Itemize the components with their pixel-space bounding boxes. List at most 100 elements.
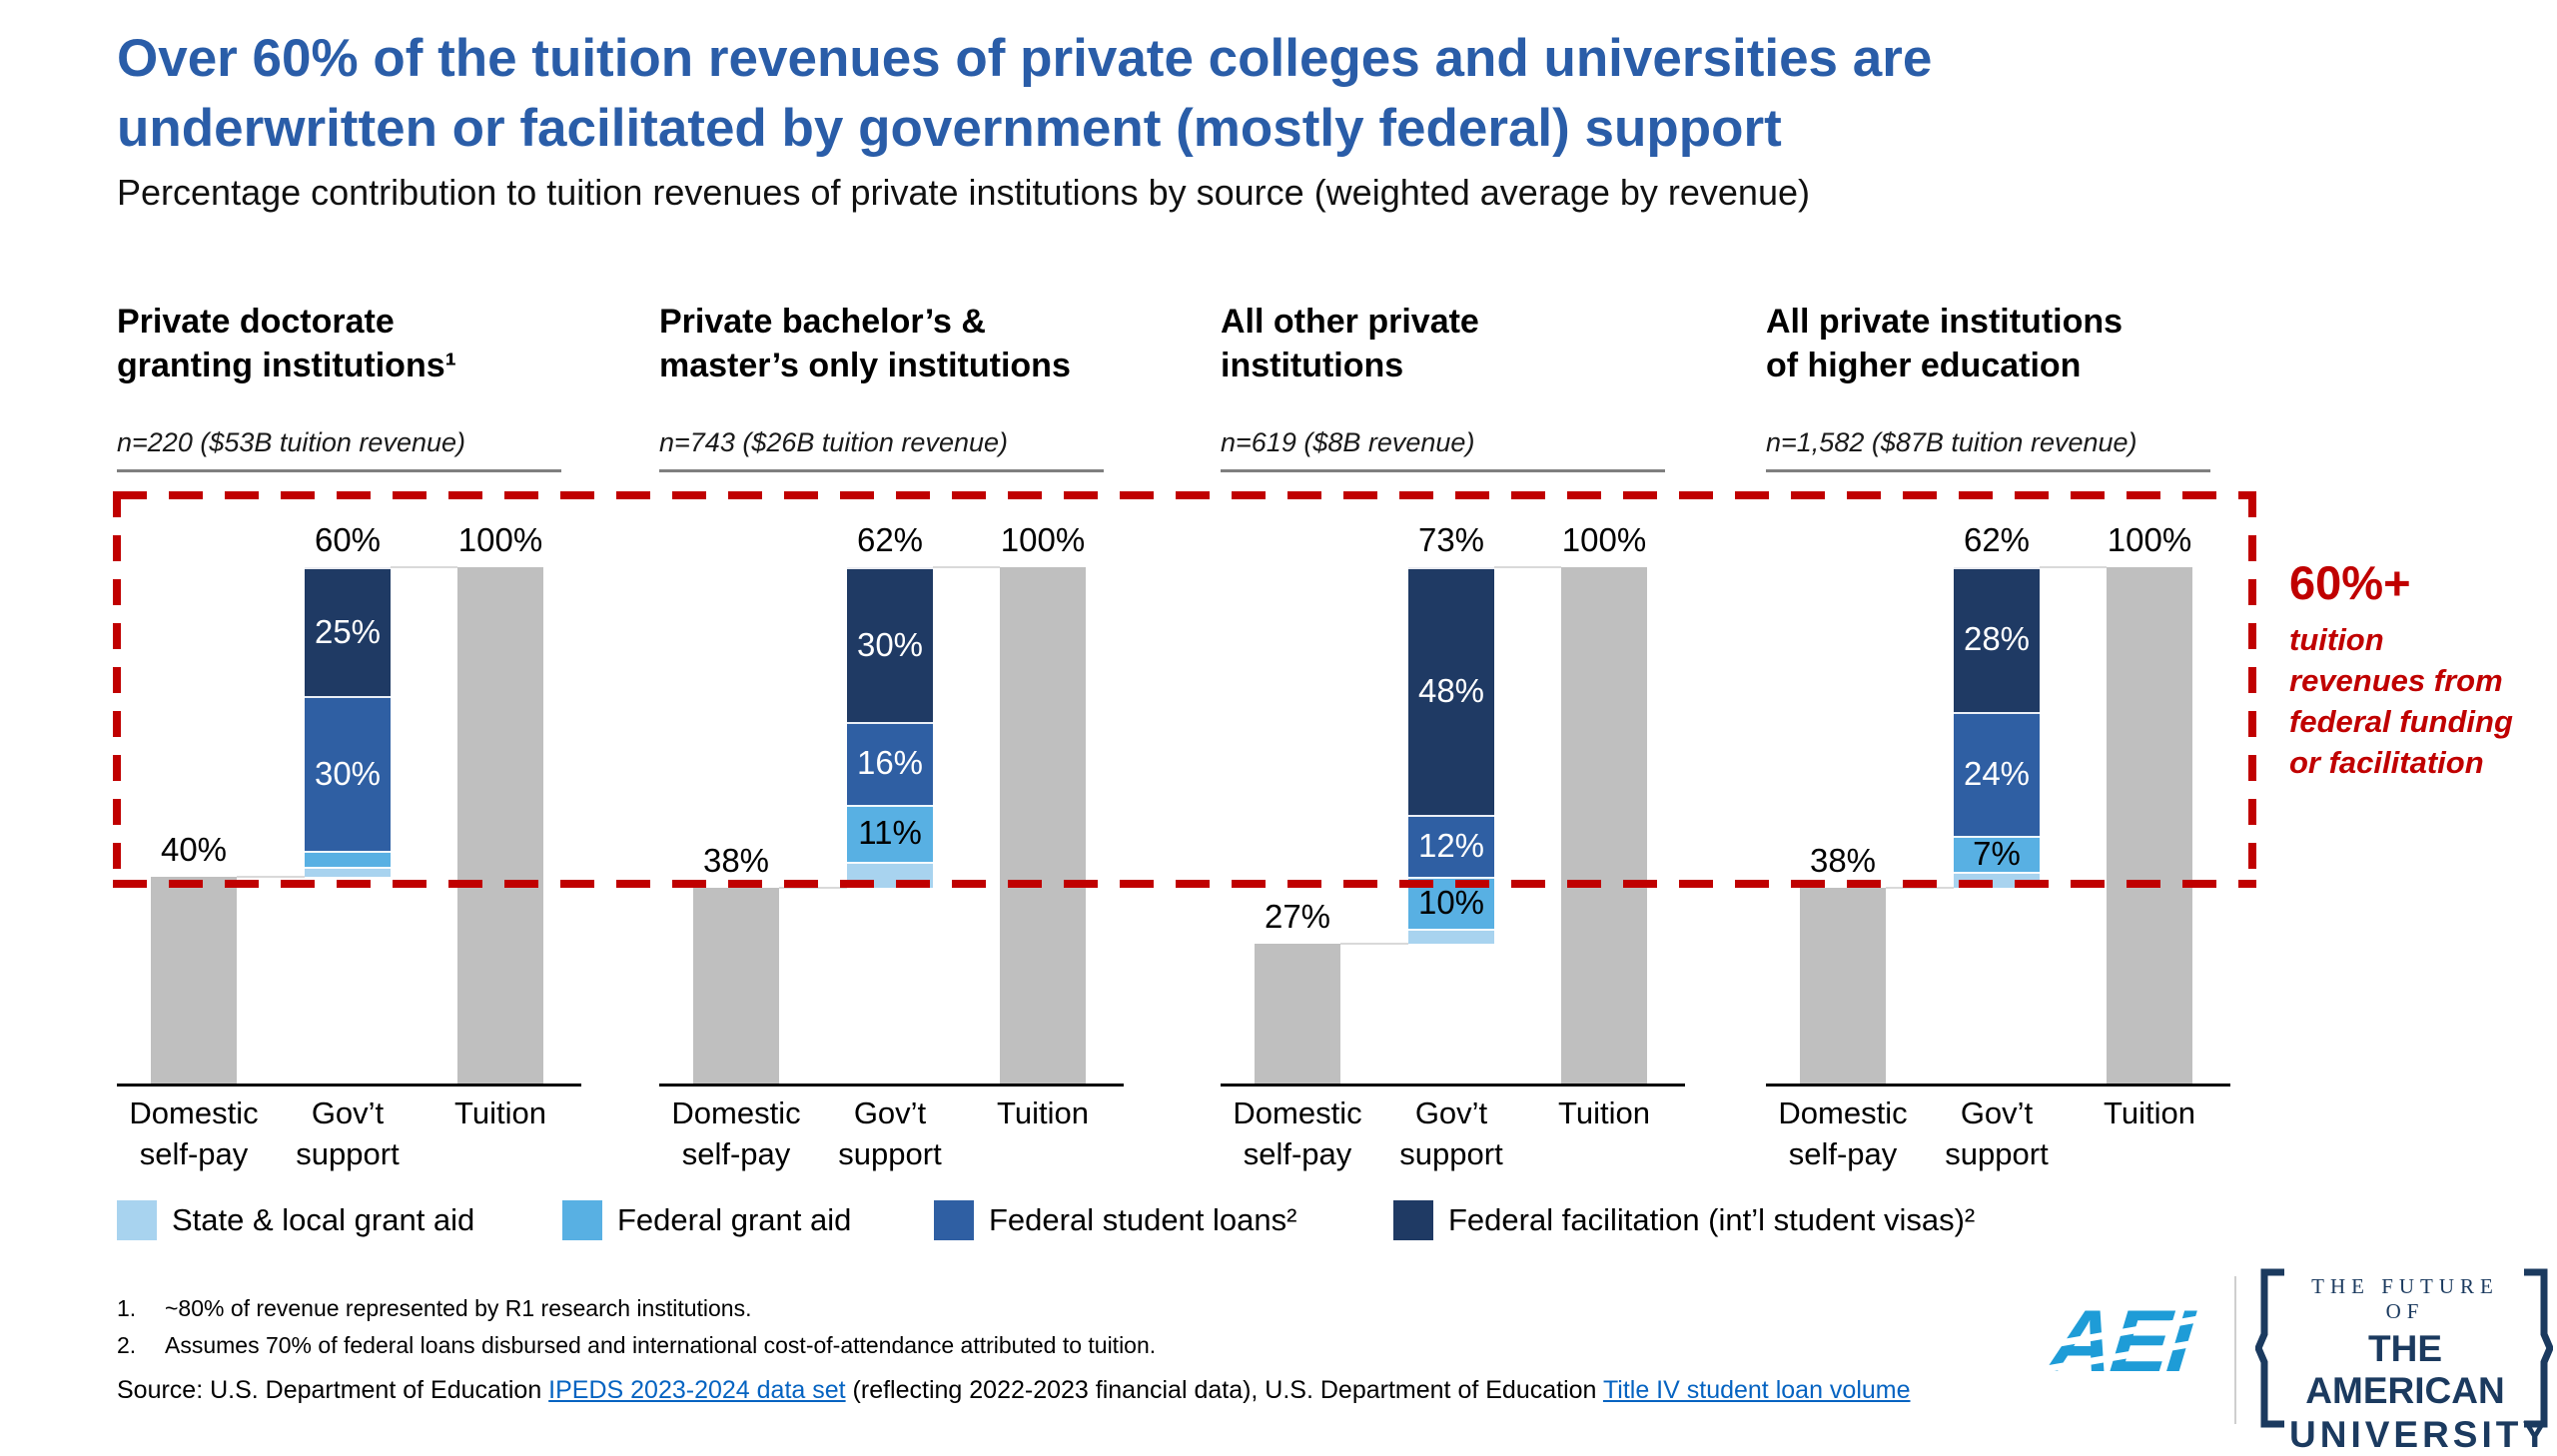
connector-line: [237, 876, 305, 879]
x-axis-label: Domestic self-pay: [1778, 1095, 1908, 1171]
bar-govt-support-stack: 10% 12% 48%: [1408, 567, 1494, 945]
segment-federal-grant-aid: [305, 851, 391, 867]
legend-label: Federal student loans²: [989, 1202, 1297, 1237]
legend-item: Federal grant aid: [562, 1196, 851, 1244]
future-logo-text: THE FUTURE OF THE AMERICAN UNIVERSITY: [2289, 1274, 2552, 1456]
bar-tuition: [2107, 567, 2192, 1084]
panel-n-label: n=1,582 ($87B tuition revenue): [1766, 427, 2137, 457]
segment-federal-grant-aid: 11%: [847, 804, 933, 862]
footnote-number: 2.: [117, 1332, 137, 1359]
legend-item: State & local grant aid: [117, 1196, 474, 1244]
x-axis-label: Domestic self-pay: [1233, 1095, 1362, 1171]
segment-federal-student-loans: 24%: [1954, 711, 2040, 836]
panel-n-label: n=220 ($53B tuition revenue): [117, 427, 465, 457]
tuition-value-label: 100%: [457, 521, 543, 558]
source-link[interactable]: Title IV student loan volume: [1602, 1376, 1911, 1404]
x-axis-label: Gov’t support: [1945, 1095, 2049, 1171]
x-axis-label: Domestic self-pay: [129, 1095, 259, 1171]
x-axis-label: Tuition: [454, 1095, 546, 1130]
panel-n-label: n=619 ($8B revenue): [1221, 427, 1475, 457]
segment-federal-facilitation-int-l-student-visas-: 30%: [847, 567, 933, 723]
panel-title: Private bachelor’s & master’s only insti…: [659, 303, 1071, 385]
footnote-row: 1. ~80% of revenue represented by R1 rese…: [117, 1290, 1915, 1327]
aei-logo: AEI: [2038, 1290, 2215, 1400]
chart-panel: All private institutions of higher educa…: [1766, 290, 2230, 1188]
x-axis-line: [1766, 1084, 2230, 1087]
chart-legend: State & local grant aid Federal grant aid…: [0, 1196, 2557, 1244]
bar-domestic-self-pay: [693, 887, 779, 1084]
connector-line: [2040, 566, 2107, 568]
right-bracket-icon: [2524, 1268, 2553, 1428]
footnote-text: ~80% of revenue represented by R1 resear…: [165, 1295, 752, 1321]
x-axis-label: Tuition: [997, 1095, 1089, 1130]
tuition-value-label: 100%: [2107, 521, 2192, 558]
segment-federal-facilitation-int-l-student-visas-: 28%: [1954, 567, 2040, 712]
govt-total-label: 73%: [1417, 521, 1485, 558]
highlight-box-left-edge: [113, 491, 121, 888]
legend-swatch-icon: [562, 1200, 602, 1240]
bar-tuition: [1561, 567, 1647, 1084]
segment-federal-facilitation-int-l-student-visas-: 48%: [1408, 567, 1494, 816]
x-axis-line: [1221, 1084, 1685, 1087]
x-axis-line: [659, 1084, 1124, 1087]
footnote-text: Assumes 70% of federal loans disbursed a…: [165, 1332, 1157, 1359]
bar-domestic-self-pay: [151, 877, 237, 1084]
govt-total-label: 60%: [314, 521, 382, 558]
panel-n-label: n=743 ($26B tuition revenue): [659, 427, 1008, 457]
connector-line: [391, 566, 457, 568]
future-logo-line3: UNIVERSITY: [2289, 1414, 2552, 1455]
page-subtitle: Percentage contribution to tuition reven…: [117, 172, 1810, 213]
connector-line: [1340, 943, 1408, 946]
logo-divider: [2234, 1276, 2236, 1424]
highlight-box-right-edge: [2248, 491, 2256, 888]
chart-panel: Private bachelor’s & master’s only insti…: [659, 290, 1124, 1188]
legend-item: Federal student loans²: [934, 1196, 1296, 1244]
x-axis-label: Gov’t support: [1399, 1095, 1503, 1171]
legend-item: Federal facilitation (int’l student visa…: [1393, 1196, 1975, 1244]
domestic-value-label: 38%: [702, 841, 770, 879]
tuition-value-label: 100%: [1000, 521, 1086, 558]
x-axis-label: Tuition: [2104, 1095, 2195, 1130]
connector-line: [1494, 566, 1561, 568]
domestic-value-label: 40%: [160, 831, 228, 869]
panel-header-underline: [117, 469, 561, 472]
legend-swatch-icon: [1393, 1200, 1433, 1240]
future-logo-line2: THE AMERICAN: [2305, 1328, 2505, 1411]
panel-header-underline: [659, 469, 1104, 472]
x-axis-line: [117, 1084, 581, 1087]
connector-line: [933, 566, 1000, 568]
annotation-body: tuition revenues from federal funding or…: [2289, 622, 2513, 780]
bar-govt-support-stack: 30% 25%: [305, 567, 391, 878]
source-link[interactable]: IPEDS 2023-2024 data set: [548, 1376, 846, 1404]
highlight-annotation: 60%+ tuition revenues from federal fundi…: [2289, 555, 2539, 784]
segment-state-local-grant-aid: [1408, 928, 1494, 945]
source-text: (reflecting 2022-2023 financial data), U…: [845, 1376, 1603, 1404]
segment-federal-student-loans: 12%: [1408, 815, 1494, 878]
x-axis-label: Domestic self-pay: [671, 1095, 801, 1171]
legend-label: Federal facilitation (int’l student visa…: [1448, 1202, 1976, 1237]
legend-swatch-icon: [934, 1200, 974, 1240]
footnote-row: 2. Assumes 70% of federal loans disbursed…: [117, 1327, 1915, 1364]
panel-header-underline: [1766, 469, 2210, 472]
panel-title: Private doctorate granting institutions¹: [117, 303, 456, 385]
bar-tuition: [1000, 567, 1086, 1084]
footnotes: 1. ~80% of revenue represented by R1 rese…: [117, 1290, 1915, 1365]
domestic-value-label: 27%: [1264, 898, 1331, 936]
left-bracket-icon: [2255, 1268, 2284, 1428]
chart-panel: Private doctorate granting institutions¹…: [117, 290, 581, 1188]
highlight-box-bottom-edge: [113, 880, 2256, 888]
future-logo-line1: THE FUTURE OF: [2311, 1274, 2499, 1323]
legend-swatch-icon: [117, 1200, 157, 1240]
segment-federal-facilitation-int-l-student-visas-: 25%: [305, 567, 391, 697]
page-title: Over 60% of the tuition revenues of priv…: [117, 29, 1933, 158]
bar-govt-support-stack: 11% 16% 30%: [847, 567, 933, 888]
segment-federal-student-loans: 30%: [305, 696, 391, 852]
domestic-value-label: 38%: [1809, 841, 1877, 879]
legend-label: State & local grant aid: [172, 1202, 475, 1237]
panel-header-underline: [1221, 469, 1665, 472]
source-line: Source: U.S. Department of Education IPE…: [117, 1376, 2015, 1405]
panel-title: All private institutions of higher educa…: [1766, 303, 2124, 385]
govt-total-label: 62%: [856, 521, 924, 558]
bar-domestic-self-pay: [1255, 944, 1340, 1084]
segment-federal-student-loans: 16%: [847, 722, 933, 805]
